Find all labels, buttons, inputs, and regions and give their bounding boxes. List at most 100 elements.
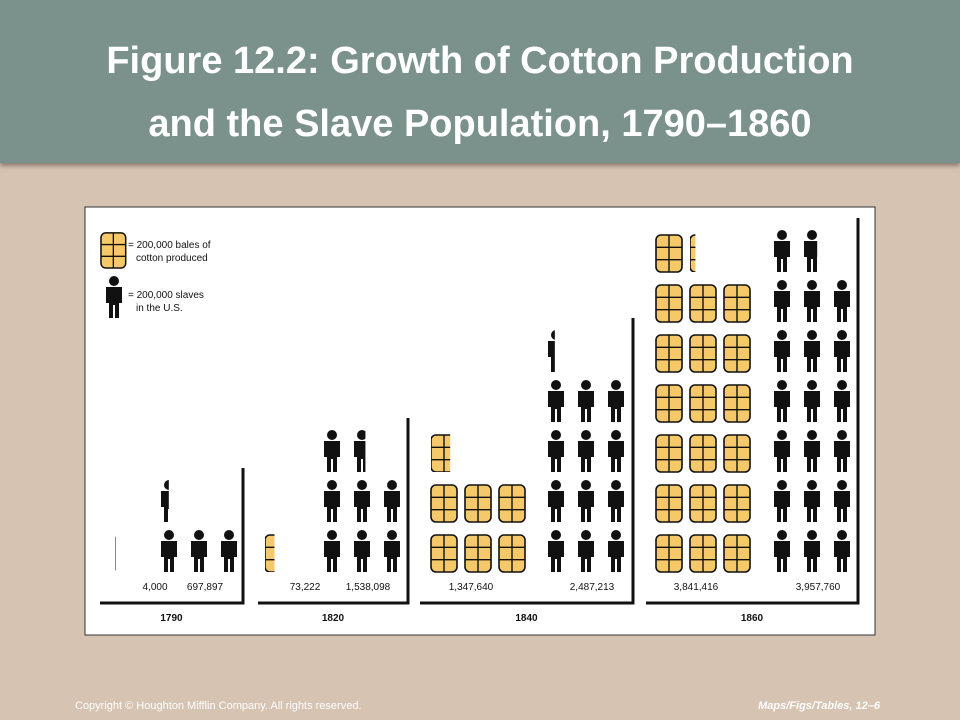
icon bbox=[578, 480, 594, 522]
person-head bbox=[807, 530, 817, 540]
copyright: Copyright © Houghton Mifflin Company. Al… bbox=[75, 700, 362, 712]
person-head bbox=[611, 380, 621, 390]
icon bbox=[723, 434, 751, 473]
person-body bbox=[548, 541, 564, 572]
icon bbox=[834, 380, 850, 422]
person-body bbox=[774, 441, 790, 472]
icon bbox=[100, 232, 127, 269]
person-head bbox=[387, 480, 397, 490]
icon bbox=[655, 334, 683, 373]
icon bbox=[548, 480, 564, 522]
icon bbox=[191, 530, 207, 572]
icon bbox=[431, 434, 451, 472]
icon bbox=[548, 430, 564, 472]
person-body bbox=[804, 441, 820, 472]
icon bbox=[384, 530, 400, 572]
person-head bbox=[777, 230, 787, 240]
value-label: 4,000 bbox=[142, 582, 167, 593]
person-body bbox=[804, 491, 820, 522]
person-body bbox=[774, 391, 790, 422]
person-head bbox=[164, 480, 169, 490]
icon bbox=[689, 334, 717, 373]
year-label: 1820 bbox=[322, 613, 345, 624]
icon bbox=[774, 280, 790, 322]
person-body bbox=[221, 541, 237, 572]
icon bbox=[774, 230, 790, 272]
person-head bbox=[837, 430, 847, 440]
person-body bbox=[834, 341, 850, 372]
person-head bbox=[581, 480, 591, 490]
person-body bbox=[834, 391, 850, 422]
person-head bbox=[837, 280, 847, 290]
title-line: Figure 12.2: Growth of Cotton Production bbox=[106, 40, 854, 82]
person-body bbox=[804, 291, 820, 322]
year-label: 1790 bbox=[160, 613, 183, 624]
icon bbox=[324, 480, 340, 522]
icon bbox=[161, 480, 169, 522]
person-body bbox=[548, 341, 555, 372]
person-head bbox=[551, 480, 561, 490]
person-body bbox=[324, 541, 340, 572]
person-body bbox=[578, 391, 594, 422]
icon bbox=[689, 434, 717, 473]
person-body bbox=[578, 491, 594, 522]
person-head bbox=[837, 380, 847, 390]
value-label: 697,897 bbox=[187, 582, 224, 593]
person-head bbox=[837, 480, 847, 490]
person-head bbox=[327, 480, 337, 490]
legend-label: = 200,000 slaves bbox=[128, 290, 204, 301]
person-head bbox=[357, 480, 367, 490]
icon bbox=[655, 434, 683, 473]
bale-body bbox=[115, 536, 116, 571]
icon bbox=[608, 530, 624, 572]
person-head bbox=[551, 530, 561, 540]
icon bbox=[354, 480, 370, 522]
person-body bbox=[354, 441, 366, 472]
person-body bbox=[161, 491, 169, 522]
person-body bbox=[354, 541, 370, 572]
person-head bbox=[777, 330, 787, 340]
icon bbox=[774, 530, 790, 572]
icon bbox=[354, 530, 370, 572]
icon-group bbox=[265, 534, 275, 572]
icon bbox=[723, 284, 751, 323]
icon bbox=[161, 530, 177, 572]
person-head bbox=[581, 430, 591, 440]
icon bbox=[834, 480, 850, 522]
person-head bbox=[581, 530, 591, 540]
page-ref: Maps/Figs/Tables, 12–6 bbox=[758, 700, 880, 712]
icon bbox=[324, 430, 340, 472]
person-body bbox=[106, 287, 122, 318]
person-head bbox=[611, 530, 621, 540]
person-body bbox=[834, 541, 850, 572]
icon bbox=[548, 530, 564, 572]
person-head bbox=[109, 276, 119, 286]
icon bbox=[690, 234, 696, 272]
person-body bbox=[774, 291, 790, 322]
icon-group bbox=[655, 234, 751, 573]
year-label: 1840 bbox=[515, 613, 538, 624]
icon bbox=[689, 484, 717, 523]
value-label: 1,538,098 bbox=[346, 582, 391, 593]
icon bbox=[354, 430, 366, 472]
person-head bbox=[327, 430, 337, 440]
icon bbox=[655, 534, 683, 573]
icon bbox=[608, 380, 624, 422]
person-body bbox=[774, 241, 790, 272]
icon bbox=[430, 534, 458, 573]
icon bbox=[430, 484, 458, 523]
value-label: 2,487,213 bbox=[570, 582, 615, 593]
person-body bbox=[384, 541, 400, 572]
icon bbox=[804, 430, 820, 472]
icon bbox=[498, 534, 526, 573]
icon bbox=[689, 284, 717, 323]
person-body bbox=[578, 441, 594, 472]
icon bbox=[608, 430, 624, 472]
icon-group bbox=[774, 230, 850, 572]
person-body bbox=[804, 241, 818, 272]
person-head bbox=[611, 430, 621, 440]
icon bbox=[608, 480, 624, 522]
person-head bbox=[807, 330, 817, 340]
year-label: 1860 bbox=[741, 613, 764, 624]
